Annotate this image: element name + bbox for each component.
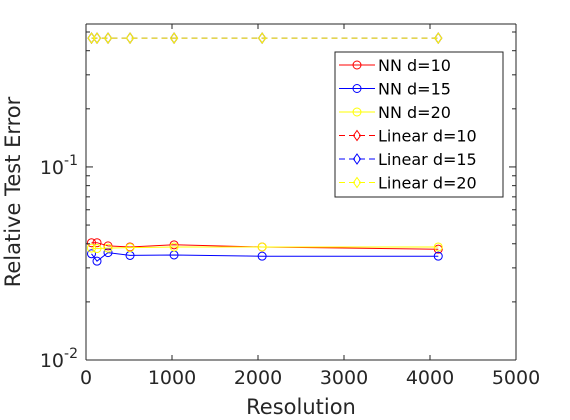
data-point [92,244,102,254]
y-tick-label: 10-2 [40,346,78,372]
series-line [91,252,439,262]
legend-marker [352,153,362,165]
legend-marker [352,129,362,142]
data-point [87,249,97,259]
series-3 [87,242,443,254]
data-point [87,32,96,44]
data-point [125,243,135,253]
legend-box [334,51,504,198]
data-point [257,242,267,252]
legend-label: NN d=10 [378,56,451,75]
data-point [92,238,102,248]
data-point [125,32,135,44]
data-point [258,32,267,44]
series-2 [87,248,443,266]
y-tick-label: 10-1 [40,153,78,179]
data-point [433,251,443,261]
data-point [87,238,97,248]
data-point [257,251,267,261]
legend-label: NN d=20 [378,103,451,122]
series-layer [87,32,443,266]
legend-label: Linear d=15 [378,150,477,169]
x-tick-label: 2000 [234,367,282,389]
data-point [434,32,443,44]
legend-label: Linear d=10 [378,127,477,146]
legend-marker [352,107,362,117]
x-tick-label: 3000 [320,367,368,389]
legend-label: Linear d=20 [378,174,477,193]
data-point [103,241,113,251]
data-point [169,242,179,252]
x-tick-label: 1000 [148,367,196,389]
data-point [103,243,113,253]
axes: 0 1000 2000 3000 4000 5000 10-2 10-1 [40,23,540,389]
data-point [433,242,443,252]
data-point [169,240,179,250]
data-point [87,243,97,253]
series-line [91,246,439,250]
legend-label: NN d=15 [378,80,451,99]
legend-marker [352,176,362,189]
x-tick-label: 5000 [492,367,540,389]
legend-marker [352,84,362,93]
data-point [92,32,102,44]
x-axis-label: Resolution [246,395,356,419]
legend: NN d=10 NN d=15 NN d=20 Linear d=10 Linear d… [334,51,504,198]
legend-marker [352,60,362,70]
series-6 [87,32,443,44]
x-tick-label: 4000 [406,367,454,389]
data-point [103,32,113,44]
y-axis-label: Relative Test Error [1,96,25,287]
data-point [169,32,179,44]
data-point [92,256,102,266]
data-point [433,244,443,254]
x-tick-label: 0 [80,367,92,389]
